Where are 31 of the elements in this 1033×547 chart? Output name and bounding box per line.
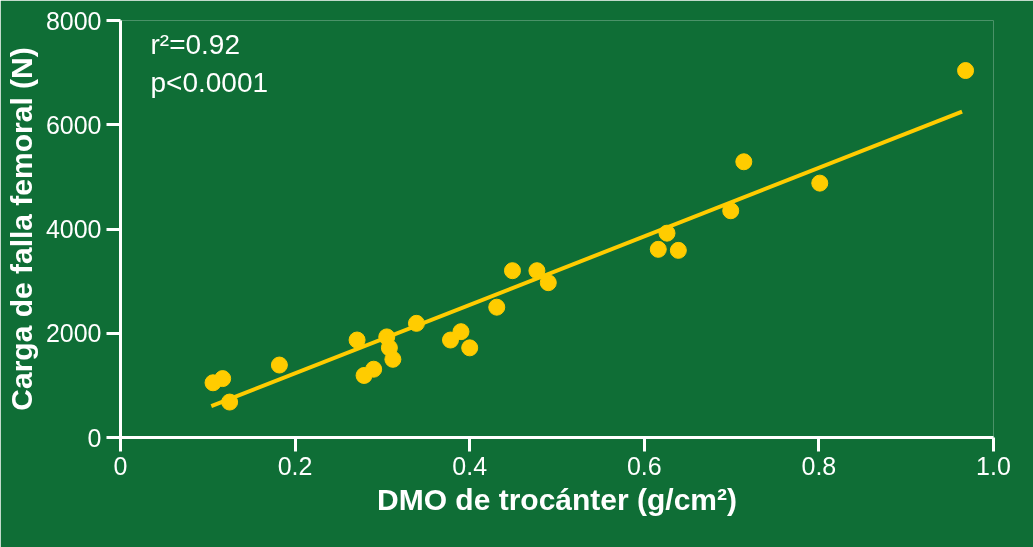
y-tick-label: 6000 [45, 110, 102, 139]
point [348, 331, 366, 349]
point [365, 360, 383, 378]
point [214, 370, 232, 388]
point [722, 202, 740, 220]
point [452, 323, 470, 341]
point [957, 62, 975, 80]
x-tick-label: 0.4 [452, 451, 488, 480]
annotation: r²=0.92 [150, 28, 240, 60]
x-tick-label: 0.6 [626, 451, 662, 480]
annotation: p<0.0001 [150, 66, 269, 98]
x-tick-label: 0.8 [801, 451, 837, 480]
x-tick-label: 1.0 [976, 451, 1011, 480]
x-tick-label: 0 [113, 451, 128, 480]
point [270, 356, 288, 374]
point [649, 240, 667, 258]
point [488, 298, 506, 316]
point [735, 153, 753, 171]
y-tick-label: 2000 [45, 319, 102, 348]
point [384, 350, 402, 368]
y-axis-title: Carga de falla femoral (N) [4, 47, 38, 411]
y-tick-label: 0 [87, 423, 102, 452]
point [461, 339, 479, 357]
y-tick-label: 8000 [45, 6, 102, 35]
point [503, 262, 521, 280]
point [539, 274, 557, 292]
y-tick-label: 4000 [45, 215, 102, 243]
x-tick-label: 0.2 [277, 451, 313, 480]
x-axis-title: DMO de trocánter (g/cm²) [376, 482, 738, 516]
point [811, 174, 829, 192]
point [669, 241, 687, 259]
